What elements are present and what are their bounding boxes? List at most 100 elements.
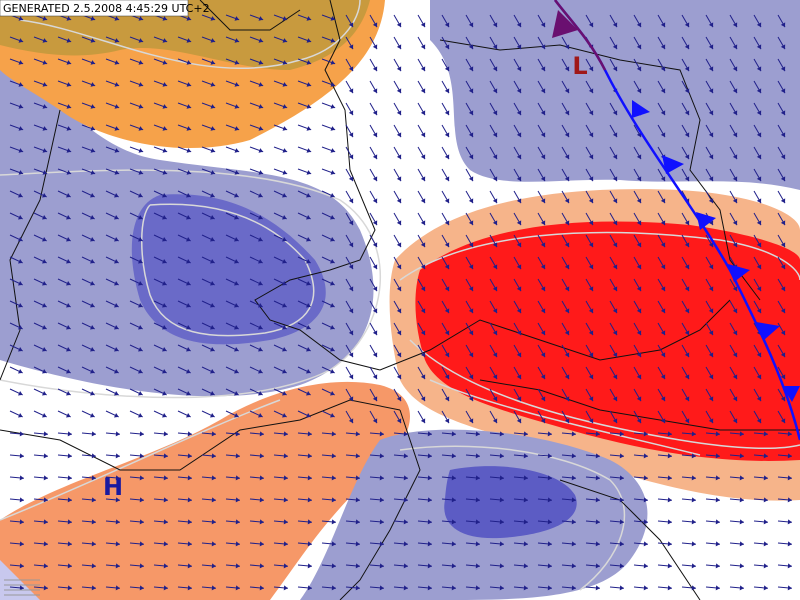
wind-arrow-head [259, 519, 264, 525]
wind-arrow-head [756, 418, 762, 424]
wind-arrow-head [780, 198, 786, 204]
wind-arrow-head [331, 453, 336, 459]
wind-arrow-head [420, 44, 426, 50]
wind-arrow-head [780, 110, 786, 116]
wind-arrow-head [348, 44, 354, 50]
wind-arrow-head [234, 214, 239, 220]
wind-arrow-head [643, 453, 648, 459]
wind-arrow-head [516, 264, 522, 270]
wind-arrow-head [595, 475, 600, 481]
wind-arrow-head [162, 346, 167, 352]
wind-arrow-head [186, 258, 191, 264]
wind-arrow-head [348, 22, 354, 28]
wind-arrow-head [138, 38, 144, 43]
wind-arrow-head [163, 497, 168, 503]
wind-arrow-head [612, 66, 618, 72]
wind-arrow-head [306, 390, 311, 396]
wind-arrow-head [564, 374, 570, 380]
wind-arrow-head [444, 352, 450, 358]
wind-arrow-head [643, 431, 648, 437]
wind-arrow-head [588, 330, 594, 336]
wind-arrow-head [66, 60, 72, 65]
wind-arrow-head [306, 258, 311, 264]
wind-arrow-head [612, 44, 618, 50]
wind-arrow-head [282, 16, 288, 21]
wind-arrow-head [43, 585, 48, 591]
wind-arrow-head [162, 16, 168, 21]
wind-arrow-head [90, 192, 95, 198]
wind-arrow-head [451, 431, 456, 437]
wind-arrow-head [499, 431, 504, 437]
wind-arrow-head [595, 519, 600, 525]
wind-arrow-head [780, 418, 786, 424]
wind-arrow-head [234, 16, 240, 21]
wind-arrow-head [636, 396, 642, 402]
wind-arrow-head [186, 368, 191, 374]
wind-arrow-head [612, 176, 618, 182]
wind-arrow-head [636, 132, 642, 138]
wind-arrow-head [259, 497, 264, 503]
wind-arrow-head [612, 110, 618, 116]
wind-arrow-head [492, 132, 498, 138]
wind-arrow-head [636, 220, 642, 226]
wind-arrow-head [234, 390, 239, 396]
wind-arrow-head [732, 352, 738, 358]
wind-arrow-head [667, 541, 672, 547]
wind-arrow-head [427, 497, 432, 503]
wind-arrow-head [66, 390, 71, 396]
wind-arrow-head [636, 66, 642, 72]
wind-arrow-head [42, 126, 48, 131]
wind-arrow-head [307, 475, 312, 481]
border-line [559, 479, 701, 600]
wind-arrow-head [516, 22, 522, 28]
wind-arrow-head [780, 66, 786, 72]
wind-arrow-head [499, 453, 504, 459]
wind-arrow-head [307, 431, 312, 437]
wind-arrow-head [330, 38, 336, 43]
wind-arrow-head [684, 44, 690, 50]
wind-arrow-head [139, 475, 144, 481]
wind-arrow-head [282, 258, 287, 264]
wind-arrow-head [667, 475, 672, 481]
wind-arrow-head [139, 585, 144, 591]
wind-arrow-head [67, 431, 72, 437]
wind-arrow-head [492, 242, 498, 248]
wind-arrow-head [115, 475, 120, 481]
wind-arrow-head [691, 453, 696, 459]
wind-arrow-head [684, 132, 690, 138]
wind-arrow-head [571, 519, 576, 525]
wind-arrow-head [732, 220, 738, 226]
wind-arrow-head [756, 66, 762, 72]
wind-arrow-head [756, 88, 762, 94]
wind-arrow-head [348, 418, 354, 424]
wind-arrow-head [186, 412, 191, 418]
occluded-front [554, 0, 607, 71]
wind-arrow-head [523, 431, 528, 437]
wind-arrow-head [787, 431, 792, 437]
wind-arrow-head [91, 475, 96, 481]
wind-arrow-head [186, 390, 191, 396]
wind-arrow-head [372, 154, 378, 160]
wind-arrow-head [732, 88, 738, 94]
wind-arrow-head [612, 132, 618, 138]
wind-arrow-head [732, 132, 738, 138]
wind-arrow-head [691, 431, 696, 437]
wind-arrow-head [372, 22, 378, 28]
wind-arrow-head [379, 541, 384, 547]
wind-arrow-head [330, 412, 335, 418]
wind-arrow-head [612, 418, 618, 424]
wind-arrow-head [282, 214, 287, 220]
wind-arrow-head [739, 519, 744, 525]
wind-arrow-head [372, 308, 378, 314]
wind-arrow-head [780, 88, 786, 94]
wind-arrow-head [186, 236, 191, 242]
wind-arrow-head [396, 374, 402, 380]
wind-arrow-head [468, 396, 474, 402]
contour-line [399, 445, 626, 591]
wind-arrow-head [210, 346, 215, 352]
wind-arrow-head [444, 22, 450, 28]
wind-arrow-head [66, 346, 71, 352]
wind-arrow-head [18, 258, 23, 264]
wind-arrow-head [42, 82, 48, 87]
wind-arrow-head [708, 352, 714, 358]
